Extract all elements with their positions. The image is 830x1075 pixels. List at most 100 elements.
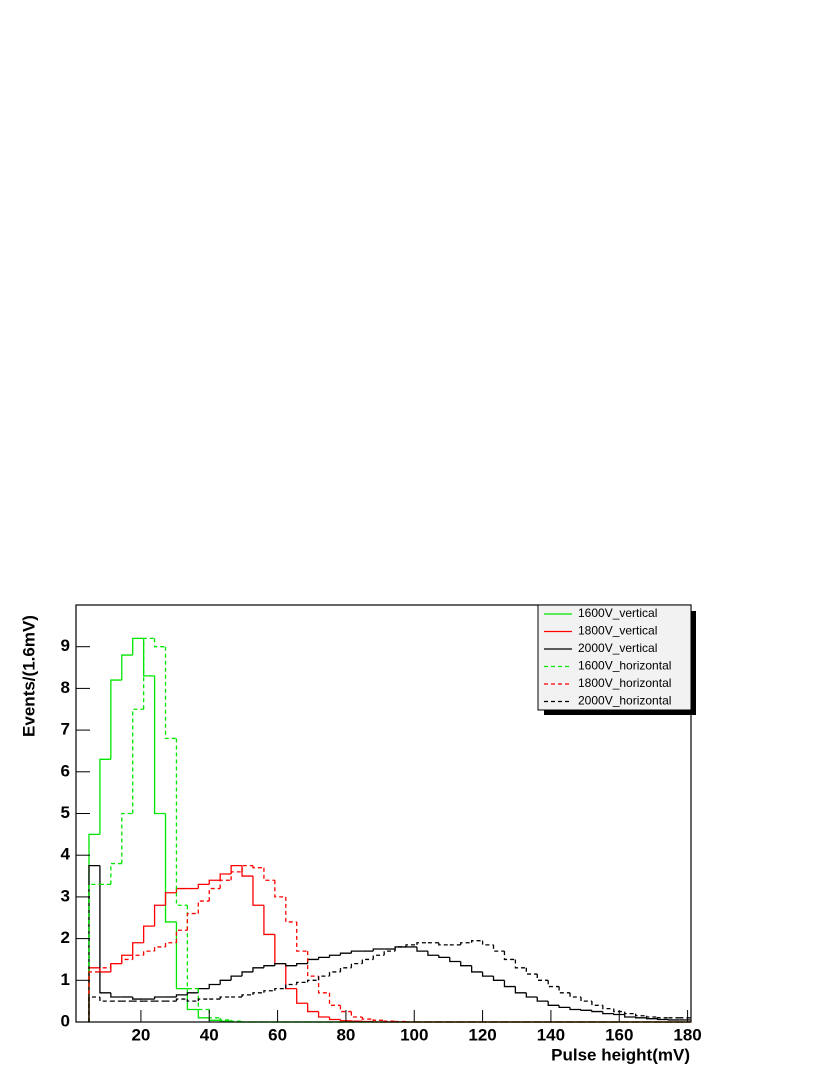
histogram-bin <box>219 1017 232 1021</box>
histogram-bin <box>197 883 210 889</box>
histogram-bin <box>350 1011 363 1018</box>
histogram-bin <box>481 971 494 977</box>
histogram-bin <box>339 1019 352 1022</box>
histogram-bin <box>481 940 494 946</box>
histogram-bin <box>143 637 155 710</box>
histogram-bin <box>536 996 549 1002</box>
histogram-bin <box>296 981 308 985</box>
histogram-bin <box>547 1001 560 1006</box>
histogram-bin <box>121 958 133 964</box>
histogram-bin <box>197 988 210 1011</box>
histogram-bin <box>110 962 122 968</box>
histogram-bin <box>230 864 243 874</box>
histogram-bin <box>252 967 264 972</box>
histogram-bin <box>471 965 483 973</box>
histogram-bin <box>143 925 155 943</box>
histogram-bin <box>339 952 352 956</box>
x-tick-label: 80 <box>336 1025 355 1044</box>
histogram-bin <box>613 1008 625 1013</box>
histogram-bin <box>110 679 122 760</box>
histogram-bin <box>132 954 144 960</box>
histogram-bin <box>219 873 232 881</box>
histogram-bin <box>383 950 396 956</box>
legend <box>537 604 692 711</box>
histogram-bin <box>153 946 166 952</box>
y-tick-label: 7 <box>61 720 70 739</box>
histogram-bin <box>252 992 264 995</box>
histogram-bin <box>460 942 472 945</box>
histogram-bin <box>328 971 341 977</box>
histogram-bin <box>317 956 330 960</box>
histogram-bin <box>503 951 516 961</box>
histogram-bin <box>449 957 461 963</box>
histogram-bin <box>274 987 286 991</box>
histogram-bin <box>656 1017 669 1019</box>
histogram-bin <box>230 1019 243 1022</box>
histogram-bin <box>536 974 549 981</box>
histogram-bin <box>296 962 308 966</box>
y-axis-title: Events/(1.6mV) <box>19 615 38 737</box>
histogram-bin <box>460 961 472 967</box>
histogram-bin <box>121 654 133 681</box>
histogram-bin <box>645 1017 658 1020</box>
histogram-bin <box>307 1003 319 1013</box>
histogram-bin <box>296 921 308 952</box>
legend-label: 1800V_vertical <box>578 624 657 638</box>
x-tick-label: 40 <box>200 1025 219 1044</box>
x-tick-label: 180 <box>673 1025 701 1044</box>
y-tick-label: 8 <box>61 678 70 697</box>
histogram-bin <box>186 999 199 1002</box>
histogram-bin <box>186 912 199 931</box>
histogram-bin <box>263 905 275 936</box>
y-tick-label: 9 <box>61 636 70 655</box>
histogram-bin <box>197 1009 210 1019</box>
histogram-bin <box>427 951 439 956</box>
histogram-bin <box>328 1017 341 1021</box>
histogram-bin <box>569 992 581 998</box>
histogram-bin <box>153 904 166 927</box>
histogram-bin <box>230 871 243 881</box>
x-tick-label: 140 <box>537 1025 565 1044</box>
histogram-bin <box>99 996 111 1002</box>
histogram-bin <box>613 1013 625 1016</box>
histogram-bin <box>591 1010 603 1013</box>
histogram-bin <box>558 986 571 994</box>
histogram-bin <box>164 646 177 740</box>
histogram-bin <box>132 637 144 656</box>
histogram-bin <box>624 1014 636 1018</box>
histogram-bin <box>602 1011 614 1015</box>
histogram-bin <box>405 944 417 947</box>
x-tick-label: 120 <box>468 1025 496 1044</box>
histogram-bin <box>635 1013 647 1017</box>
histogram-bin <box>503 980 516 988</box>
y-tick-label: 3 <box>61 886 70 905</box>
histogram-bin <box>285 983 297 989</box>
histogram-bin <box>110 962 122 972</box>
legend-label: 2000V_vertical <box>578 641 657 655</box>
histogram-bin <box>372 948 385 952</box>
y-tick-label: 1 <box>61 970 70 989</box>
histogram-bin <box>525 992 538 998</box>
histogram-bin <box>274 880 286 898</box>
x-tick-label: 100 <box>400 1025 428 1044</box>
histogram-bin <box>383 1020 396 1022</box>
histogram-bin <box>274 962 286 966</box>
histogram-bin <box>438 942 450 946</box>
histogram-bin <box>645 1015 658 1018</box>
histogram-bin <box>317 1011 330 1018</box>
histogram-bin <box>252 876 264 906</box>
histogram-bin <box>307 979 319 983</box>
histogram-bin <box>121 812 133 864</box>
histogram-bin <box>372 954 385 960</box>
histogram-bin <box>635 1017 647 1019</box>
histogram-bin <box>99 967 111 972</box>
histogram-bin <box>569 1007 581 1011</box>
histogram-bin <box>307 951 319 977</box>
histogram-bin <box>328 954 341 958</box>
x-tick-label: 60 <box>268 1025 287 1044</box>
histogram-bin <box>361 958 374 964</box>
x-tick-label: 20 <box>131 1025 150 1044</box>
histogram-bin <box>416 942 428 945</box>
